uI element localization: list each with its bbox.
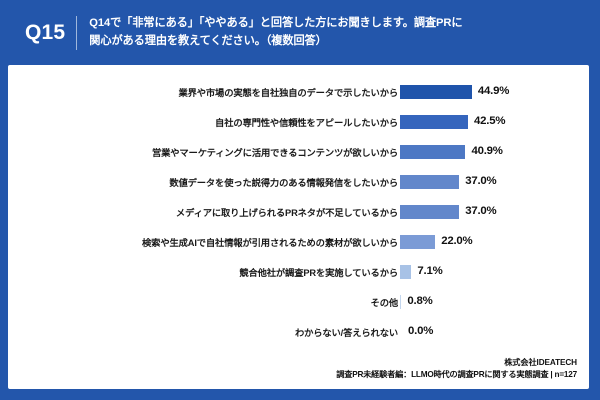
- chart-row-label: その他: [370, 298, 399, 308]
- chart-row-label: 競合他社が調査PRを実施しているから: [239, 268, 398, 278]
- footer-survey-note: 調査PR未経験者編：LLMO時代の調査PRに関する実態調査 | n=127: [336, 370, 577, 380]
- chart-bar: [400, 265, 412, 279]
- chart-row-label: 数値データを使った説得力のある情報発信をしたいから: [169, 178, 398, 188]
- chart-row-bar-area: 37.0%: [400, 197, 589, 227]
- chart-row: 数値データを使った説得力のある情報発信をしたいから 37.0%: [8, 167, 589, 197]
- slide-header: Q15 Q14で「非常にある」「ややある」と回答した方にお聞きします。調査PRに…: [0, 0, 600, 65]
- chart-row: 検索や生成AIで自社情報が引用されるための素材が欲しいから 22.0%: [8, 227, 589, 257]
- chart-footer: 株式会社IDEATECH 調査PR未経験者編：LLMO時代の調査PRに関する実態…: [336, 357, 577, 381]
- chart-row-bar-area: 42.5%: [400, 107, 589, 137]
- chart-row: 競合他社が調査PRを実施しているから 7.1%: [8, 257, 589, 287]
- chart-row-label: 営業やマーケティングに活用できるコンテンツが欲しいから: [151, 148, 398, 158]
- chart-bar-value: 22.0%: [441, 235, 473, 248]
- question-number: Q15: [25, 21, 66, 44]
- chart-row-label: わからない/答えられない: [294, 328, 398, 338]
- chart-bar: [400, 295, 402, 309]
- chart-row: 業界や市場の実態を自社独自のデータで示したいから 44.9%: [8, 77, 589, 107]
- question-text-line-1: Q14で「非常にある」「ややある」と回答した方にお聞きします。調査PRに: [89, 17, 463, 30]
- chart-bar: [400, 235, 436, 249]
- header-divider: [76, 15, 78, 50]
- chart-row: その他 0.8%: [8, 287, 589, 317]
- chart-row-label: メディアに取り上げられるPRネタが不足しているから: [175, 208, 398, 218]
- chart-row: 営業やマーケティングに活用できるコンテンツが欲しいから 40.9%: [8, 137, 589, 167]
- chart-row-label: 検索や生成AIで自社情報が引用されるための素材が欲しいから: [142, 238, 398, 248]
- chart-row-bar-area: 7.1%: [400, 257, 589, 287]
- footer-company: 株式会社IDEATECH: [504, 358, 577, 368]
- chart-row: メディアに取り上げられるPRネタが不足しているから 37.0%: [8, 197, 589, 227]
- chart-row: わからない/答えられない 0.0%: [8, 317, 589, 347]
- question-text-line-2: 関心がある理由を教えてください。（複数回答）: [89, 34, 327, 47]
- chart-bar: [400, 175, 460, 189]
- chart-bar: [400, 145, 466, 159]
- chart-row-label: 自社の専門性や信頼性をアピールしたいから: [215, 118, 398, 128]
- chart-row-bar-area: 0.8%: [400, 287, 589, 317]
- chart-row-bar-area: 40.9%: [400, 137, 589, 167]
- chart-bar-value: 0.8%: [407, 295, 433, 308]
- chart-row-bar-area: 44.9%: [400, 77, 589, 107]
- chart-row-bar-area: 22.0%: [400, 227, 589, 257]
- chart-row-bar-area: 37.0%: [400, 167, 589, 197]
- chart-row-label: 業界や市場の実態を自社独自のデータで示したいから: [178, 88, 398, 98]
- chart-bar-value: 42.5%: [474, 115, 506, 128]
- chart-bar: [400, 115, 468, 129]
- chart-row-bar-area: 0.0%: [400, 317, 589, 347]
- bar-chart: 業界や市場の実態を自社独自のデータで示したいから 44.9% 自社の専門性や信頼性を…: [8, 77, 589, 347]
- chart-bar: [400, 85, 472, 99]
- chart-bar-value: 7.1%: [417, 265, 443, 278]
- chart-bar-value: 44.9%: [477, 85, 510, 98]
- chart-bar-value: 37.0%: [465, 175, 497, 188]
- chart-bar-value: 37.0%: [465, 205, 497, 218]
- chart-row: 自社の専門性や信頼性をアピールしたいから 42.5%: [8, 107, 589, 137]
- chart-bar: [400, 205, 460, 219]
- chart-bar-value: 0.0%: [408, 325, 434, 338]
- chart-bar-value: 40.9%: [471, 145, 503, 158]
- question-text: Q14で「非常にある」「ややある」と回答した方にお聞きします。調査PRに 関心が…: [89, 15, 462, 50]
- chart-panel: 業界や市場の実態を自社独自のデータで示したいから 44.9% 自社の専門性や信頼性を…: [8, 65, 589, 389]
